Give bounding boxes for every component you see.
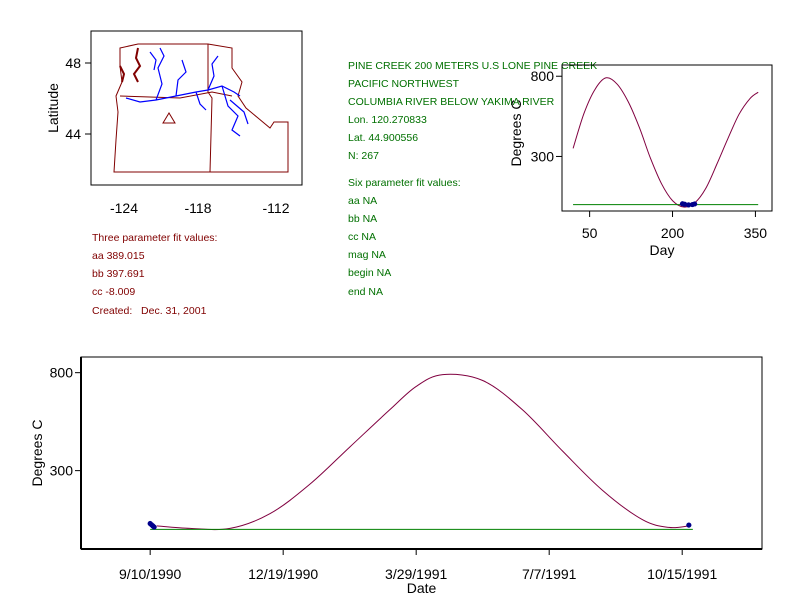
- date-chart: 800 300 9/10/1990 12/19/1990 3/29/1991 7/7/19…: [29, 356, 763, 596]
- y-tick-label: 800: [531, 68, 555, 84]
- fit-curve: [572, 77, 759, 208]
- data-point: [692, 201, 698, 207]
- three-param-line: aa 389.015: [92, 250, 145, 262]
- x-tick-label: 50: [582, 225, 598, 241]
- six-param-line: aa NA: [348, 195, 377, 207]
- y-axis-label: Degrees C: [508, 100, 524, 167]
- map-xtick-112: -112: [263, 200, 290, 216]
- fit-curve: [156, 373, 689, 531]
- triangle-icon: [162, 112, 176, 124]
- station-info-block: PINE CREEK 200 METERS U.S LONE PINE CREE…: [348, 60, 597, 298]
- day-chart: 800 300 50 200 350 Day Degrees C: [508, 64, 773, 258]
- longitude: Lon. 120.270833: [348, 114, 427, 126]
- six-param-line: end NA: [348, 286, 383, 298]
- x-tick-label: 12/19/1990: [248, 566, 318, 582]
- y-axis-label: Degrees C: [29, 420, 45, 487]
- region: PACIFIC NORTHWEST: [348, 78, 460, 90]
- station-name: PINE CREEK 200 METERS U.S LONE PINE CREE…: [348, 60, 597, 72]
- six-param-heading: Six parameter fit values:: [348, 177, 461, 189]
- data-point: [682, 201, 688, 207]
- x-tick-label: 350: [744, 225, 768, 241]
- rivers: [125, 47, 249, 137]
- map-ylabel: Latitude: [45, 83, 61, 133]
- three-param-heading: Three parameter fit values:: [92, 232, 217, 244]
- y-tick-label: 300: [50, 463, 74, 479]
- x-tick-label: 10/15/1991: [647, 566, 717, 582]
- sample-count: N: 267: [348, 150, 379, 162]
- plot-frame: [80, 356, 763, 550]
- latitude: Lat. 44.900556: [348, 132, 418, 144]
- map-frame: [90, 30, 303, 186]
- six-param-line: begin NA: [348, 267, 391, 279]
- data-point: [686, 522, 692, 528]
- basin: COLUMBIA RIVER BELOW YAKIMA RIVER: [348, 96, 555, 108]
- x-axis-label: Date: [407, 580, 437, 596]
- map-xtick-124: -124: [110, 200, 138, 216]
- y-tick-label: 800: [50, 365, 74, 381]
- x-tick-label: 3/29/1991: [385, 566, 447, 582]
- data-point: [685, 202, 692, 208]
- y-tick-label: 300: [531, 148, 555, 164]
- map-ytick-48: 48: [65, 55, 81, 71]
- puget-sound: [119, 47, 142, 83]
- state-borders: [113, 43, 289, 173]
- x-axis-label: Day: [650, 242, 675, 258]
- three-param-block: Three parameter fit values: aa 389.015 b…: [92, 232, 217, 317]
- x-tick-label: 9/10/1990: [119, 566, 181, 582]
- six-param-line: cc NA: [348, 231, 376, 243]
- three-param-line: cc -8.009: [92, 286, 135, 298]
- data-point: [151, 524, 157, 530]
- map-xtick-118: -118: [185, 200, 212, 216]
- six-param-line: mag NA: [348, 249, 386, 261]
- six-param-line: bb NA: [348, 213, 377, 225]
- three-param-line: bb 397.691: [92, 268, 145, 280]
- plot-frame: [561, 64, 773, 212]
- created-date: Created: Dec. 31, 2001: [92, 305, 207, 317]
- x-tick-label: 200: [661, 225, 685, 241]
- map-panel: 48 44 Latitude -124 -118 -112: [45, 30, 303, 216]
- map-ytick-44: 44: [65, 126, 81, 142]
- x-tick-label: 7/7/1991: [522, 566, 577, 582]
